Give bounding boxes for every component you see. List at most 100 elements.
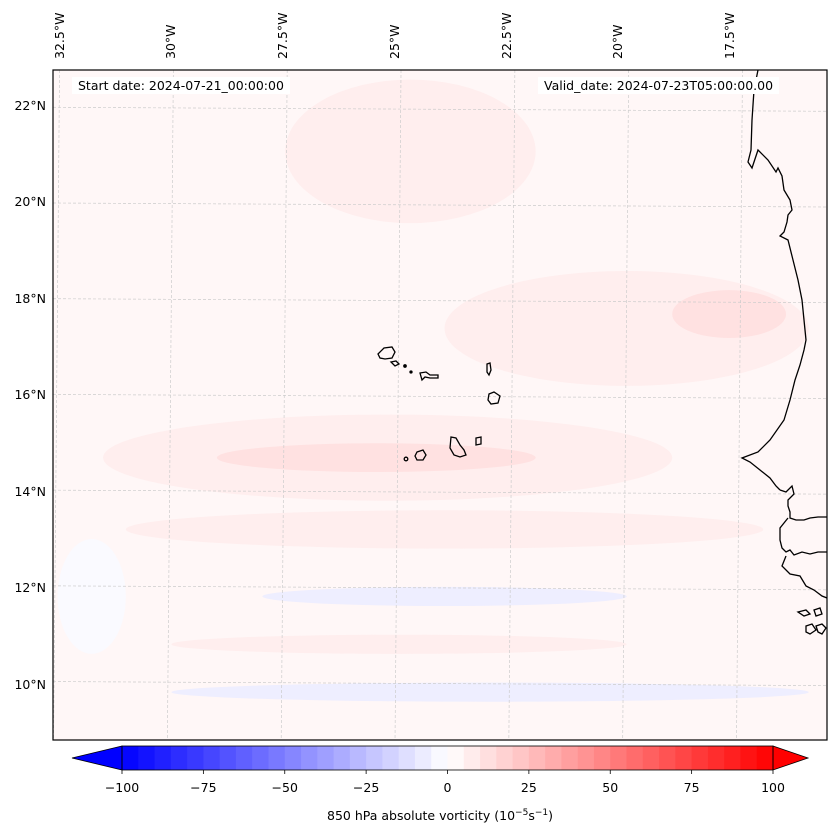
colorbar-cell (268, 746, 286, 770)
colorbar-cell (431, 746, 448, 770)
meridian-gridline (394, 70, 402, 740)
lat-tick-label: 22°N (14, 98, 46, 113)
colorbar-cell (366, 746, 383, 770)
colorbar-cell (642, 746, 660, 770)
colorbar-cell (593, 746, 611, 770)
colorbar-cell (170, 746, 188, 770)
coastline-mauritania (740, 70, 807, 491)
colorbar-cell (122, 746, 139, 770)
colorbar-tick-label: −50 (271, 780, 298, 795)
colorbar-cell (187, 746, 204, 770)
vorticity-band (285, 79, 536, 224)
island-maio (475, 436, 482, 446)
colorbar-cell (317, 746, 335, 770)
colorbar (71, 745, 810, 774)
meridian-gridline (622, 70, 630, 740)
colorbar-tick-label: 0 (443, 780, 452, 795)
lon-tick-label: 27.5°W (275, 12, 290, 59)
colorbar-tick-label: 100 (761, 780, 785, 795)
vorticity-band (57, 539, 126, 654)
lon-tick-label: 22.5°W (499, 12, 514, 59)
island-sao-vicente (389, 360, 401, 367)
colorbar-cell (577, 746, 595, 770)
colorbar-cell (138, 746, 156, 770)
colorbar-cell (252, 746, 269, 770)
colorbar-cell (480, 746, 497, 770)
meridian-gridline (736, 70, 743, 740)
colorbar-cell (447, 746, 465, 770)
colorbar-cell (756, 746, 774, 770)
meridian-gridline (167, 70, 174, 740)
colorbar-label: 850 hPa absolute vorticity (10−5s−1) (326, 808, 554, 824)
colorbar-cell (235, 746, 253, 770)
islands-bijagos-2 (805, 623, 827, 635)
parallel-gridline (53, 585, 827, 591)
island-sal (486, 362, 492, 377)
vorticity-band (216, 443, 536, 472)
valid-date-label: Valid_date: 2024-07-23T05:00:00.00 (538, 77, 780, 94)
colorbar-cell (398, 746, 416, 770)
island-sao-nicolau (419, 371, 439, 382)
lon-tick-label: 17.5°W (722, 12, 737, 59)
lat-tick-label: 12°N (14, 580, 46, 595)
lat-tick-label: 20°N (14, 194, 46, 209)
islands-bijagos-1 (796, 607, 823, 617)
lon-tick-label: 25°W (387, 24, 402, 59)
island-santa-luzia (403, 364, 407, 368)
colorbar-tick-label: −100 (104, 780, 140, 795)
island-razo (409, 370, 413, 374)
lon-tick-label: 32.5°W (52, 12, 67, 59)
gridlines (53, 70, 827, 740)
island-fogo (414, 449, 427, 461)
colorbar-cell (659, 746, 676, 770)
meridian-gridline (508, 70, 516, 740)
colorbar-tick-label: 50 (602, 780, 619, 795)
vorticity-band (171, 682, 809, 702)
map-frame (52, 69, 828, 741)
colorbar-tick-label: 25 (520, 780, 537, 795)
colorbar-cell (154, 746, 172, 770)
colorbar-cell (219, 746, 237, 770)
parallel-gridline (53, 489, 827, 495)
island-brava (403, 456, 409, 462)
island-santo-antao (377, 346, 396, 360)
meridian-gridline (53, 70, 60, 740)
colorbar-cell (284, 746, 302, 770)
colorbar-tick-label: −75 (190, 780, 217, 795)
colorbar-tick-label: −25 (352, 780, 380, 795)
island-santiago (449, 436, 467, 458)
colorbar-tick-label: 75 (683, 780, 700, 795)
vorticity-band (672, 290, 787, 339)
colorbar-cell (675, 746, 693, 770)
coastline-senegal (779, 484, 827, 521)
parallel-gridline (53, 202, 827, 208)
parallel-gridline (53, 394, 827, 399)
colorbar-cell (301, 746, 318, 770)
colorbar-cell (463, 746, 481, 770)
island-boa-vista (487, 391, 501, 405)
colorbar-cell (512, 746, 530, 770)
colorbar-cell (414, 746, 432, 770)
colorbar-cell (707, 746, 725, 770)
colorbar-cell (724, 746, 741, 770)
coastline-gambia (779, 517, 827, 556)
coastlines (377, 70, 827, 635)
colorbar-cell (561, 746, 579, 770)
colorbar-cell (691, 746, 709, 770)
colorbar-extend-low (71, 745, 123, 771)
colorbar-cell (382, 746, 400, 770)
meridian-gridline (280, 70, 288, 740)
colorbar-cell (203, 746, 221, 770)
colorbar-cell (349, 746, 367, 770)
vorticity-field (57, 79, 809, 702)
colorbar-cell (496, 746, 514, 770)
colorbar-extend-high (772, 745, 810, 771)
vorticity-band (125, 510, 764, 549)
colorbar-cell (528, 746, 546, 770)
colorbar-cell (626, 746, 644, 770)
lat-tick-label: 18°N (14, 291, 46, 306)
parallel-gridline (53, 681, 827, 686)
colorbar-cell (545, 746, 562, 770)
lat-tick-label: 10°N (14, 677, 46, 692)
